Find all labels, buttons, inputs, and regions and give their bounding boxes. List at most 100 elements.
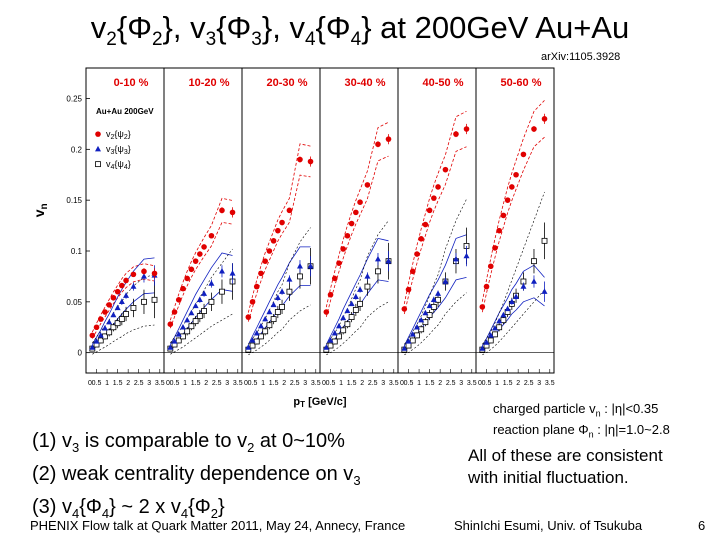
slide-title: v2{Φ2}, v3{Φ3}, v4{Φ4} at 200GeV Au+Au: [90, 10, 630, 51]
v4-systematic-band-lower: [482, 289, 545, 356]
v3-point: [409, 331, 416, 337]
v2-point: [258, 270, 264, 277]
v2-point: [364, 182, 371, 188]
panel-label: 10-20 %: [189, 77, 230, 89]
v2-point: [171, 309, 178, 315]
v3-point: [188, 309, 195, 316]
v3-point: [344, 307, 351, 314]
v2-point: [249, 299, 256, 305]
v3-point: [97, 332, 104, 338]
v2-point: [123, 277, 129, 284]
v4-point: [487, 337, 494, 344]
v2-point: [418, 236, 424, 242]
v2-systematic-band-lower: [403, 146, 467, 315]
v2-point: [262, 258, 268, 264]
page-number: 6: [698, 518, 706, 533]
v2-point: [307, 158, 314, 165]
v4-point: [357, 300, 363, 307]
x-tick-label: 2.5: [134, 380, 144, 387]
v4-point: [405, 342, 412, 349]
acceptance-reaction-plane: reaction plane Φn : |η|=1.0~2.8: [493, 421, 670, 440]
v4-point: [196, 313, 203, 319]
v3-systematic-band-upper: [247, 246, 311, 345]
v2-systematic-band-upper: [325, 121, 389, 308]
v2-point: [208, 232, 215, 239]
arxiv-reference: arXiv:1105.3928: [541, 51, 621, 63]
v2-point: [348, 220, 355, 227]
v2-point: [357, 199, 363, 205]
v4-point: [279, 304, 285, 310]
v3-point: [364, 273, 371, 279]
v3-point: [541, 288, 548, 294]
x-tick-label: 1.5: [347, 380, 357, 387]
v3-systematic-band-upper: [481, 264, 545, 346]
v2-point: [492, 245, 498, 251]
v2-systematic-band-upper: [91, 263, 155, 333]
v4-point: [496, 324, 503, 331]
v2-point: [245, 314, 252, 320]
v4-point: [352, 307, 359, 313]
v4-systematic-band-upper: [482, 191, 545, 345]
v3-point: [442, 278, 449, 284]
v2-point: [500, 212, 507, 219]
v3-point: [307, 262, 314, 269]
v3-point: [171, 338, 178, 344]
acceptance-particle: charged particle vn : |η|<0.35: [493, 401, 659, 419]
v4-point: [184, 328, 191, 335]
v3-point: [286, 276, 293, 282]
v3-point: [93, 338, 100, 344]
x-tick-label: 3.5: [389, 380, 399, 387]
v3-point: [452, 255, 459, 262]
legend-v4-marker: [95, 161, 101, 168]
v4-systematic-band-lower: [248, 304, 311, 356]
v3-point: [335, 322, 342, 329]
x-tick-label: 0: [166, 380, 170, 387]
v4-systematic-band-lower: [92, 324, 155, 355]
v3-point: [348, 300, 355, 307]
v2-point: [151, 270, 158, 277]
v2-point: [102, 309, 108, 315]
y-tick-label: 0.05: [66, 298, 82, 307]
v4-point: [208, 298, 215, 305]
conclusion-text: All of these are consistent with initial…: [468, 445, 663, 489]
v2-point: [340, 246, 346, 252]
system-label: Au+Au 200GeV: [96, 107, 154, 116]
v3-point: [257, 322, 264, 329]
x-tick-label: 3.5: [233, 380, 243, 387]
v4-point: [336, 333, 342, 340]
x-tick-label: 1.5: [269, 380, 279, 387]
x-tick-label: 2: [360, 380, 364, 387]
v2-point: [175, 297, 182, 303]
v2-point: [323, 309, 330, 315]
x-tick-label: 0: [478, 380, 482, 387]
v3-point: [405, 338, 412, 344]
v3-point: [413, 323, 420, 330]
x-tick-label: 3.5: [467, 380, 477, 387]
v2-point: [401, 306, 408, 312]
v2-point: [119, 282, 125, 289]
v2-systematic-band-lower: [481, 136, 545, 313]
v2-point: [435, 184, 441, 190]
v3-systematic-band-upper: [403, 234, 467, 346]
x-tick-label: 0.5: [170, 380, 180, 387]
v3-point: [491, 324, 498, 331]
v2-point: [541, 116, 548, 122]
legend-v3-marker: [95, 145, 101, 152]
v2-point: [192, 258, 199, 264]
x-tick-label: 1.5: [113, 380, 123, 387]
x-tick-label: 2.5: [368, 380, 378, 387]
v3-point: [513, 293, 520, 299]
y-tick-label: 0.25: [66, 95, 82, 104]
v3-point: [196, 296, 203, 302]
panel-label: 50-60 %: [501, 77, 542, 89]
v4-point: [106, 329, 113, 336]
v3-point: [479, 345, 486, 351]
v3-point: [167, 344, 174, 350]
v4-point: [375, 268, 381, 275]
x-tick-label: 1: [339, 380, 343, 387]
v3-point: [118, 298, 125, 305]
x-tick-label: 2: [282, 380, 286, 387]
v2-point: [167, 321, 174, 328]
v3-point: [245, 344, 252, 350]
v4-point: [348, 314, 355, 320]
